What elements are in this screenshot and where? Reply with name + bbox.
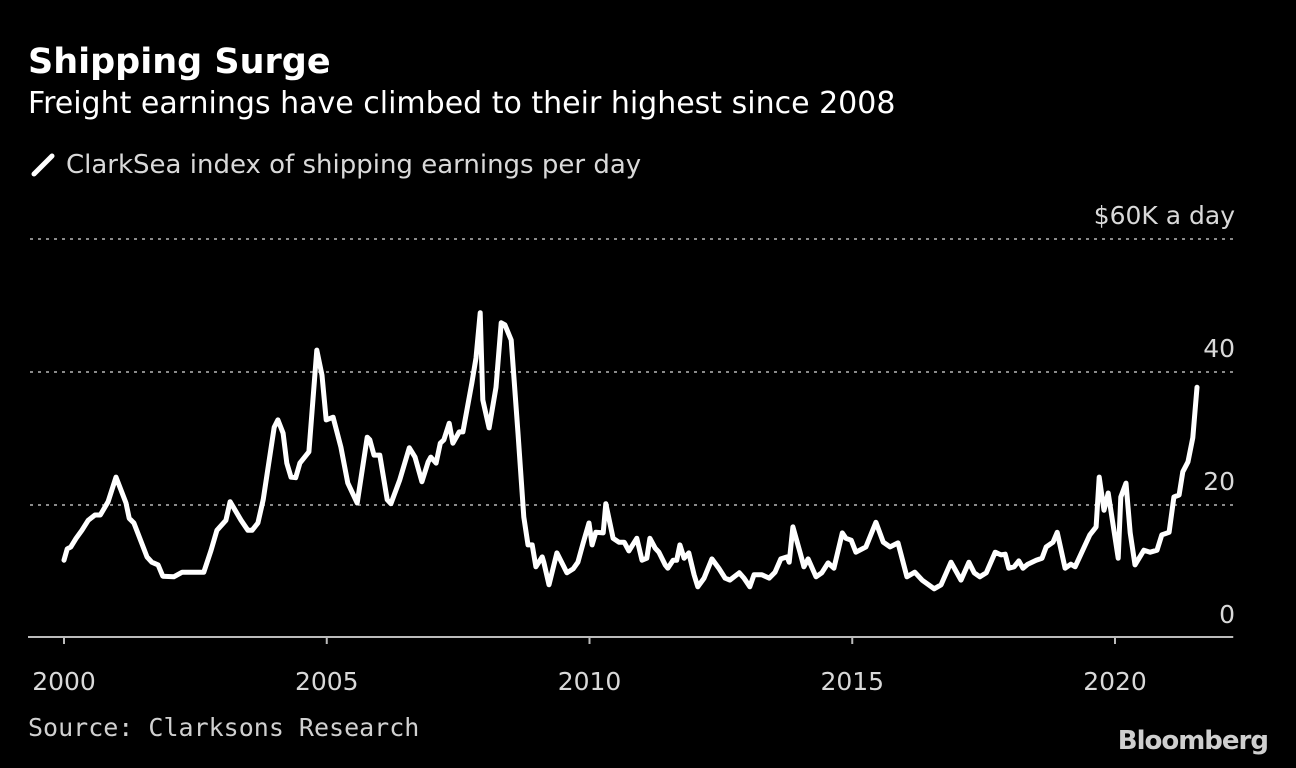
x-tick-label: 2020 bbox=[1083, 667, 1147, 696]
x-tick-label: 2015 bbox=[820, 667, 884, 696]
y-tick-label: 40 bbox=[1203, 334, 1235, 363]
y-tick-label: $60K a day bbox=[1094, 201, 1236, 230]
source-note: Source: Clarksons Research bbox=[28, 713, 420, 742]
chart-subtitle: Freight earnings have climbed to their h… bbox=[28, 86, 896, 121]
x-tick-label: 2005 bbox=[295, 667, 359, 696]
x-tick-label: 2000 bbox=[32, 667, 96, 696]
legend: ClarkSea index of shipping earnings per … bbox=[30, 150, 641, 180]
y-tick-label: 0 bbox=[1219, 600, 1235, 629]
bloomberg-logo: Bloomberg bbox=[1117, 726, 1269, 756]
legend-line-swatch-icon bbox=[31, 153, 55, 177]
x-tick-label: 2010 bbox=[558, 667, 622, 696]
legend-label: ClarkSea index of shipping earnings per … bbox=[66, 150, 642, 180]
y-tick-label: 20 bbox=[1203, 467, 1235, 496]
chart-title: Shipping Surge bbox=[28, 42, 331, 82]
series-line-clarksea bbox=[61, 310, 1200, 592]
